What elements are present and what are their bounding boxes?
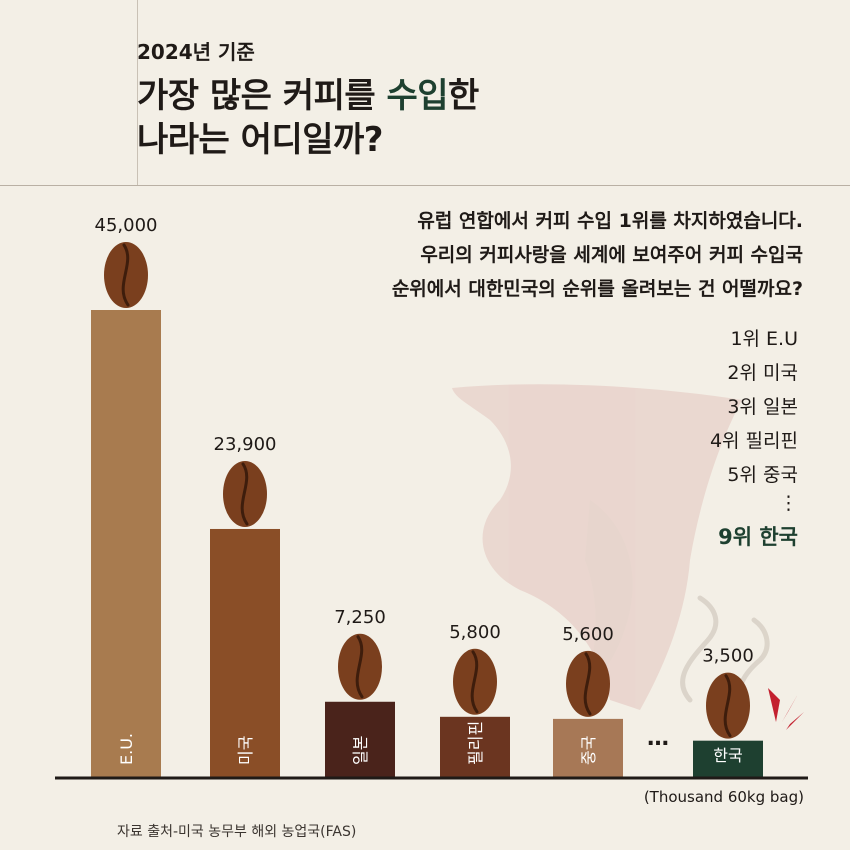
bar	[325, 701, 395, 777]
ranking-item: 3위 일본	[727, 396, 798, 418]
title-line2: 나라는 어디일까?	[137, 120, 384, 160]
ranking-item: 4위 필리핀	[709, 430, 798, 452]
subtitle: 2024년 기준	[137, 40, 255, 64]
spark-icon	[768, 688, 804, 730]
ranking-item: 5위 중국	[727, 464, 798, 486]
category-label: 필리핀	[466, 721, 485, 765]
description-line: 순위에서 대한민국의 순위를 올려보는 건 어떨까요?	[391, 278, 803, 300]
description-line: 유럽 연합에서 커피 수입 1위를 차지하였습니다.	[417, 210, 803, 232]
title-line1-pre: 가장 많은 커피를	[137, 76, 387, 116]
ranking-item: 1위 E.U	[730, 328, 798, 350]
bar	[693, 740, 763, 777]
page-title: 가장 많은 커피를 수입한 나라는 어디일까?	[137, 74, 479, 162]
lion-watermark-icon	[452, 384, 742, 710]
bean-crease	[240, 462, 249, 526]
category-ellipsis: …	[647, 726, 669, 751]
data-label: 3,500	[702, 646, 754, 667]
data-label: 45,000	[95, 215, 158, 236]
bean-crease	[583, 652, 592, 716]
data-label: 7,250	[334, 607, 386, 628]
bean-crease	[723, 674, 732, 738]
bar	[210, 528, 280, 777]
bean-crease	[355, 635, 364, 699]
category-label: E.U.	[117, 733, 136, 765]
bean-crease	[121, 243, 130, 307]
category-label: 중국	[579, 736, 598, 765]
category-label: 일본	[351, 736, 370, 765]
category-label: 미국	[236, 736, 255, 765]
data-label: 5,600	[562, 624, 614, 645]
bean-crease	[470, 650, 479, 714]
ranking-list: 1위 E.U 2위 미국 3위 일본 4위 필리핀 5위 중국 ⋮ 9위 한국	[710, 322, 798, 554]
ranking-highlight: 9위 한국	[718, 525, 798, 549]
category-label: 한국	[713, 746, 742, 765]
data-label: 5,800	[449, 622, 501, 643]
data-label: 23,900	[214, 434, 277, 455]
title-line1-post: 한	[448, 76, 479, 116]
ranking-ellipsis: ⋮	[779, 492, 798, 514]
bar	[440, 716, 510, 777]
description: 유럽 연합에서 커피 수입 1위를 차지하였습니다. 우리의 커피사랑을 세계에…	[183, 204, 803, 306]
bar	[91, 310, 161, 777]
source-note: 자료 출처-미국 농무부 해외 농업국(FAS)	[117, 824, 357, 840]
unit-label: (Thousand 60kg bag)	[643, 788, 804, 806]
bar	[553, 718, 623, 777]
title-accent: 수입	[386, 76, 449, 116]
header-divider	[0, 185, 850, 186]
description-line: 우리의 커피사랑을 세계에 보여주어 커피 수입국	[420, 244, 803, 266]
ranking-item: 2위 미국	[727, 362, 798, 384]
header-vertical-rule	[137, 0, 138, 185]
